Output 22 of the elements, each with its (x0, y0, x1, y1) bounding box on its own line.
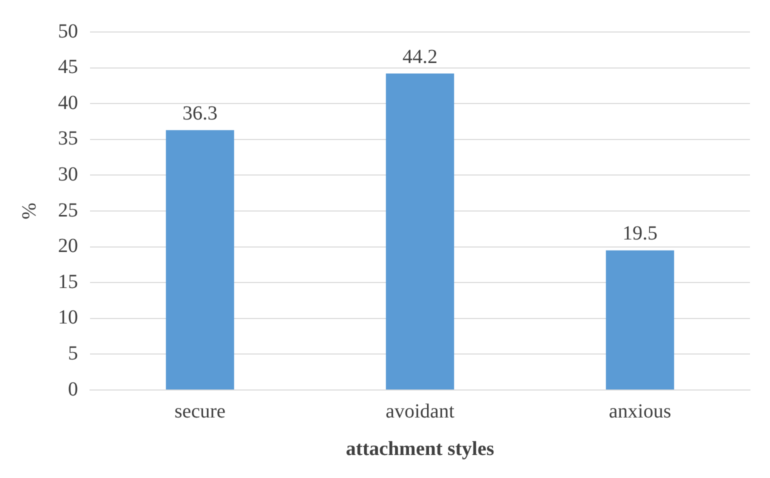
x-axis-title: attachment styles (346, 438, 494, 460)
y-tick-label: 35 (58, 128, 78, 150)
bar (606, 250, 674, 390)
y-tick-label: 50 (58, 20, 78, 42)
y-axis-title: % (18, 202, 40, 220)
y-tick-label: 30 (58, 163, 78, 186)
y-tick-label: 15 (58, 270, 78, 293)
y-tick-label: 0 (68, 378, 78, 400)
x-tick-label: anxious (608, 400, 672, 422)
data-label: 44.2 (402, 46, 438, 68)
y-tick-label: 45 (58, 56, 78, 78)
bar (166, 130, 234, 390)
y-tick-label: 5 (68, 342, 78, 364)
y-tick-label: 10 (58, 306, 78, 329)
bar (386, 74, 454, 390)
y-tick-label: 25 (58, 199, 78, 222)
x-tick-label: avoidant (386, 400, 455, 422)
data-label: 36.3 (182, 102, 218, 124)
y-tick-label: 40 (58, 92, 78, 114)
data-label: 19.5 (622, 222, 658, 245)
y-tick-label: 20 (58, 235, 78, 258)
x-tick-label: secure (174, 400, 226, 422)
